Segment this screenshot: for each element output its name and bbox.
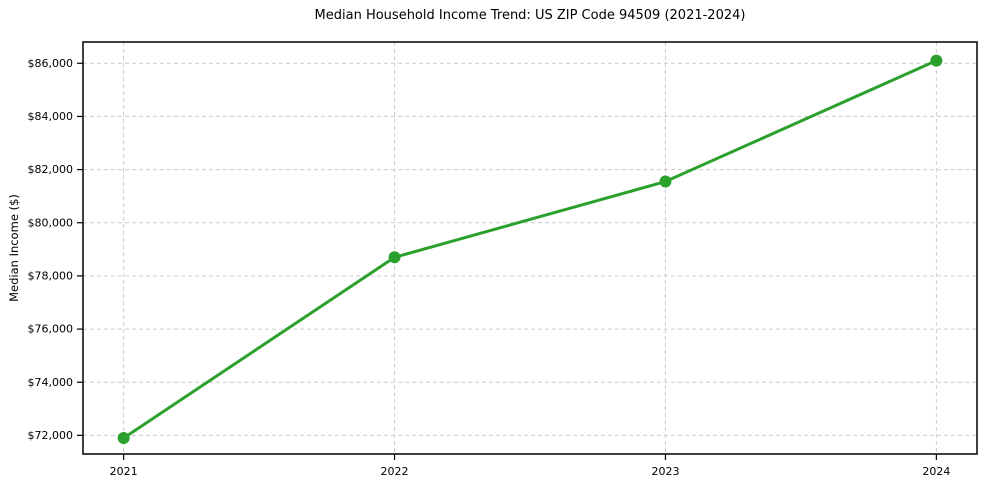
- y-tick-label: $84,000: [28, 110, 74, 123]
- data-point-2022: [388, 251, 401, 264]
- data-point-2021: [117, 432, 130, 445]
- y-tick-label: $80,000: [28, 216, 74, 229]
- chart-title: Median Household Income Trend: US ZIP Co…: [314, 8, 746, 23]
- x-tick-label: 2023: [651, 465, 679, 478]
- y-tick-label: $82,000: [28, 163, 74, 176]
- data-point-2024: [930, 54, 943, 67]
- y-tick-label: $74,000: [28, 376, 74, 389]
- plot-border: [82, 41, 978, 455]
- x-tick-label: 2022: [381, 465, 409, 478]
- x-tick-label: 2024: [922, 465, 950, 478]
- y-tick-label: $86,000: [28, 57, 74, 70]
- y-tick-label: $72,000: [28, 429, 74, 442]
- y-tick-label: $76,000: [28, 323, 74, 336]
- y-tick-label: $78,000: [28, 269, 74, 282]
- x-tick-label: 2021: [110, 465, 138, 478]
- y-axis-label: Median Income ($): [7, 194, 21, 302]
- trend-line: [122, 59, 938, 440]
- data-point-2023: [659, 175, 672, 188]
